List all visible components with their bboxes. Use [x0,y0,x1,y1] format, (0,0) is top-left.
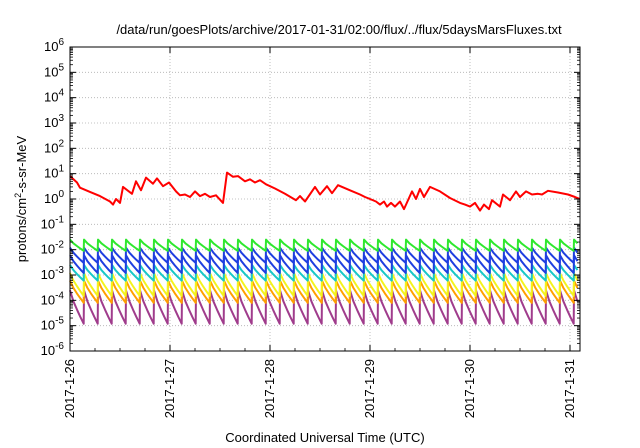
x-tick-label: 2017-1-29 [362,359,377,418]
y-axis: 10-6 10-5 10-4 10-3 10-2 10-1 100 101 102 103 104 1… [41,37,580,358]
x-tick-label: 2017-1-28 [262,359,277,418]
y-tick-label: 10-4 [41,290,65,307]
y-tick-label: 103 [44,113,64,130]
y-axis-label-sup: 2 [13,193,23,198]
y-tick-label: 10-6 [41,341,65,358]
y-tick-label: 10-1 [41,214,65,231]
series-layer [69,171,581,325]
y-axis-label: protons/cm2-s-sr-MeV [13,135,29,262]
y-axis-label-post: -s-sr-MeV [14,135,29,192]
series-line-purple [69,289,579,325]
x-tick-label: 2017-1-27 [162,359,177,418]
y-tick-label: 10-5 [41,316,65,333]
x-axis: 2017-1-26 2017-1-27 2017-1-28 2017-1-29 2017… [62,47,577,418]
chart-title: /data/run/goesPlots/archive/2017-01-31/0… [116,22,562,37]
y-tick-label: 106 [44,37,64,54]
y-axis-label-pre: protons/cm [14,198,29,262]
x-tick-label: 2017-1-26 [62,359,77,418]
series-line-green [69,238,579,252]
x-tick-label: 2017-1-30 [462,359,477,418]
series-line-red [69,171,581,212]
y-tick-label: 100 [44,189,64,206]
y-tick-label: 10-3 [41,265,65,282]
series-line-blue [69,254,579,274]
y-tick-label: 101 [44,164,64,181]
y-tick-label: 105 [44,62,64,79]
x-axis-label: Coordinated Universal Time (UTC) [225,430,424,445]
y-tick-label: 102 [44,138,64,155]
x-tick-label: 2017-1-31 [562,359,577,418]
y-tick-label: 104 [44,88,64,105]
y-tick-label: 10-2 [41,240,65,257]
